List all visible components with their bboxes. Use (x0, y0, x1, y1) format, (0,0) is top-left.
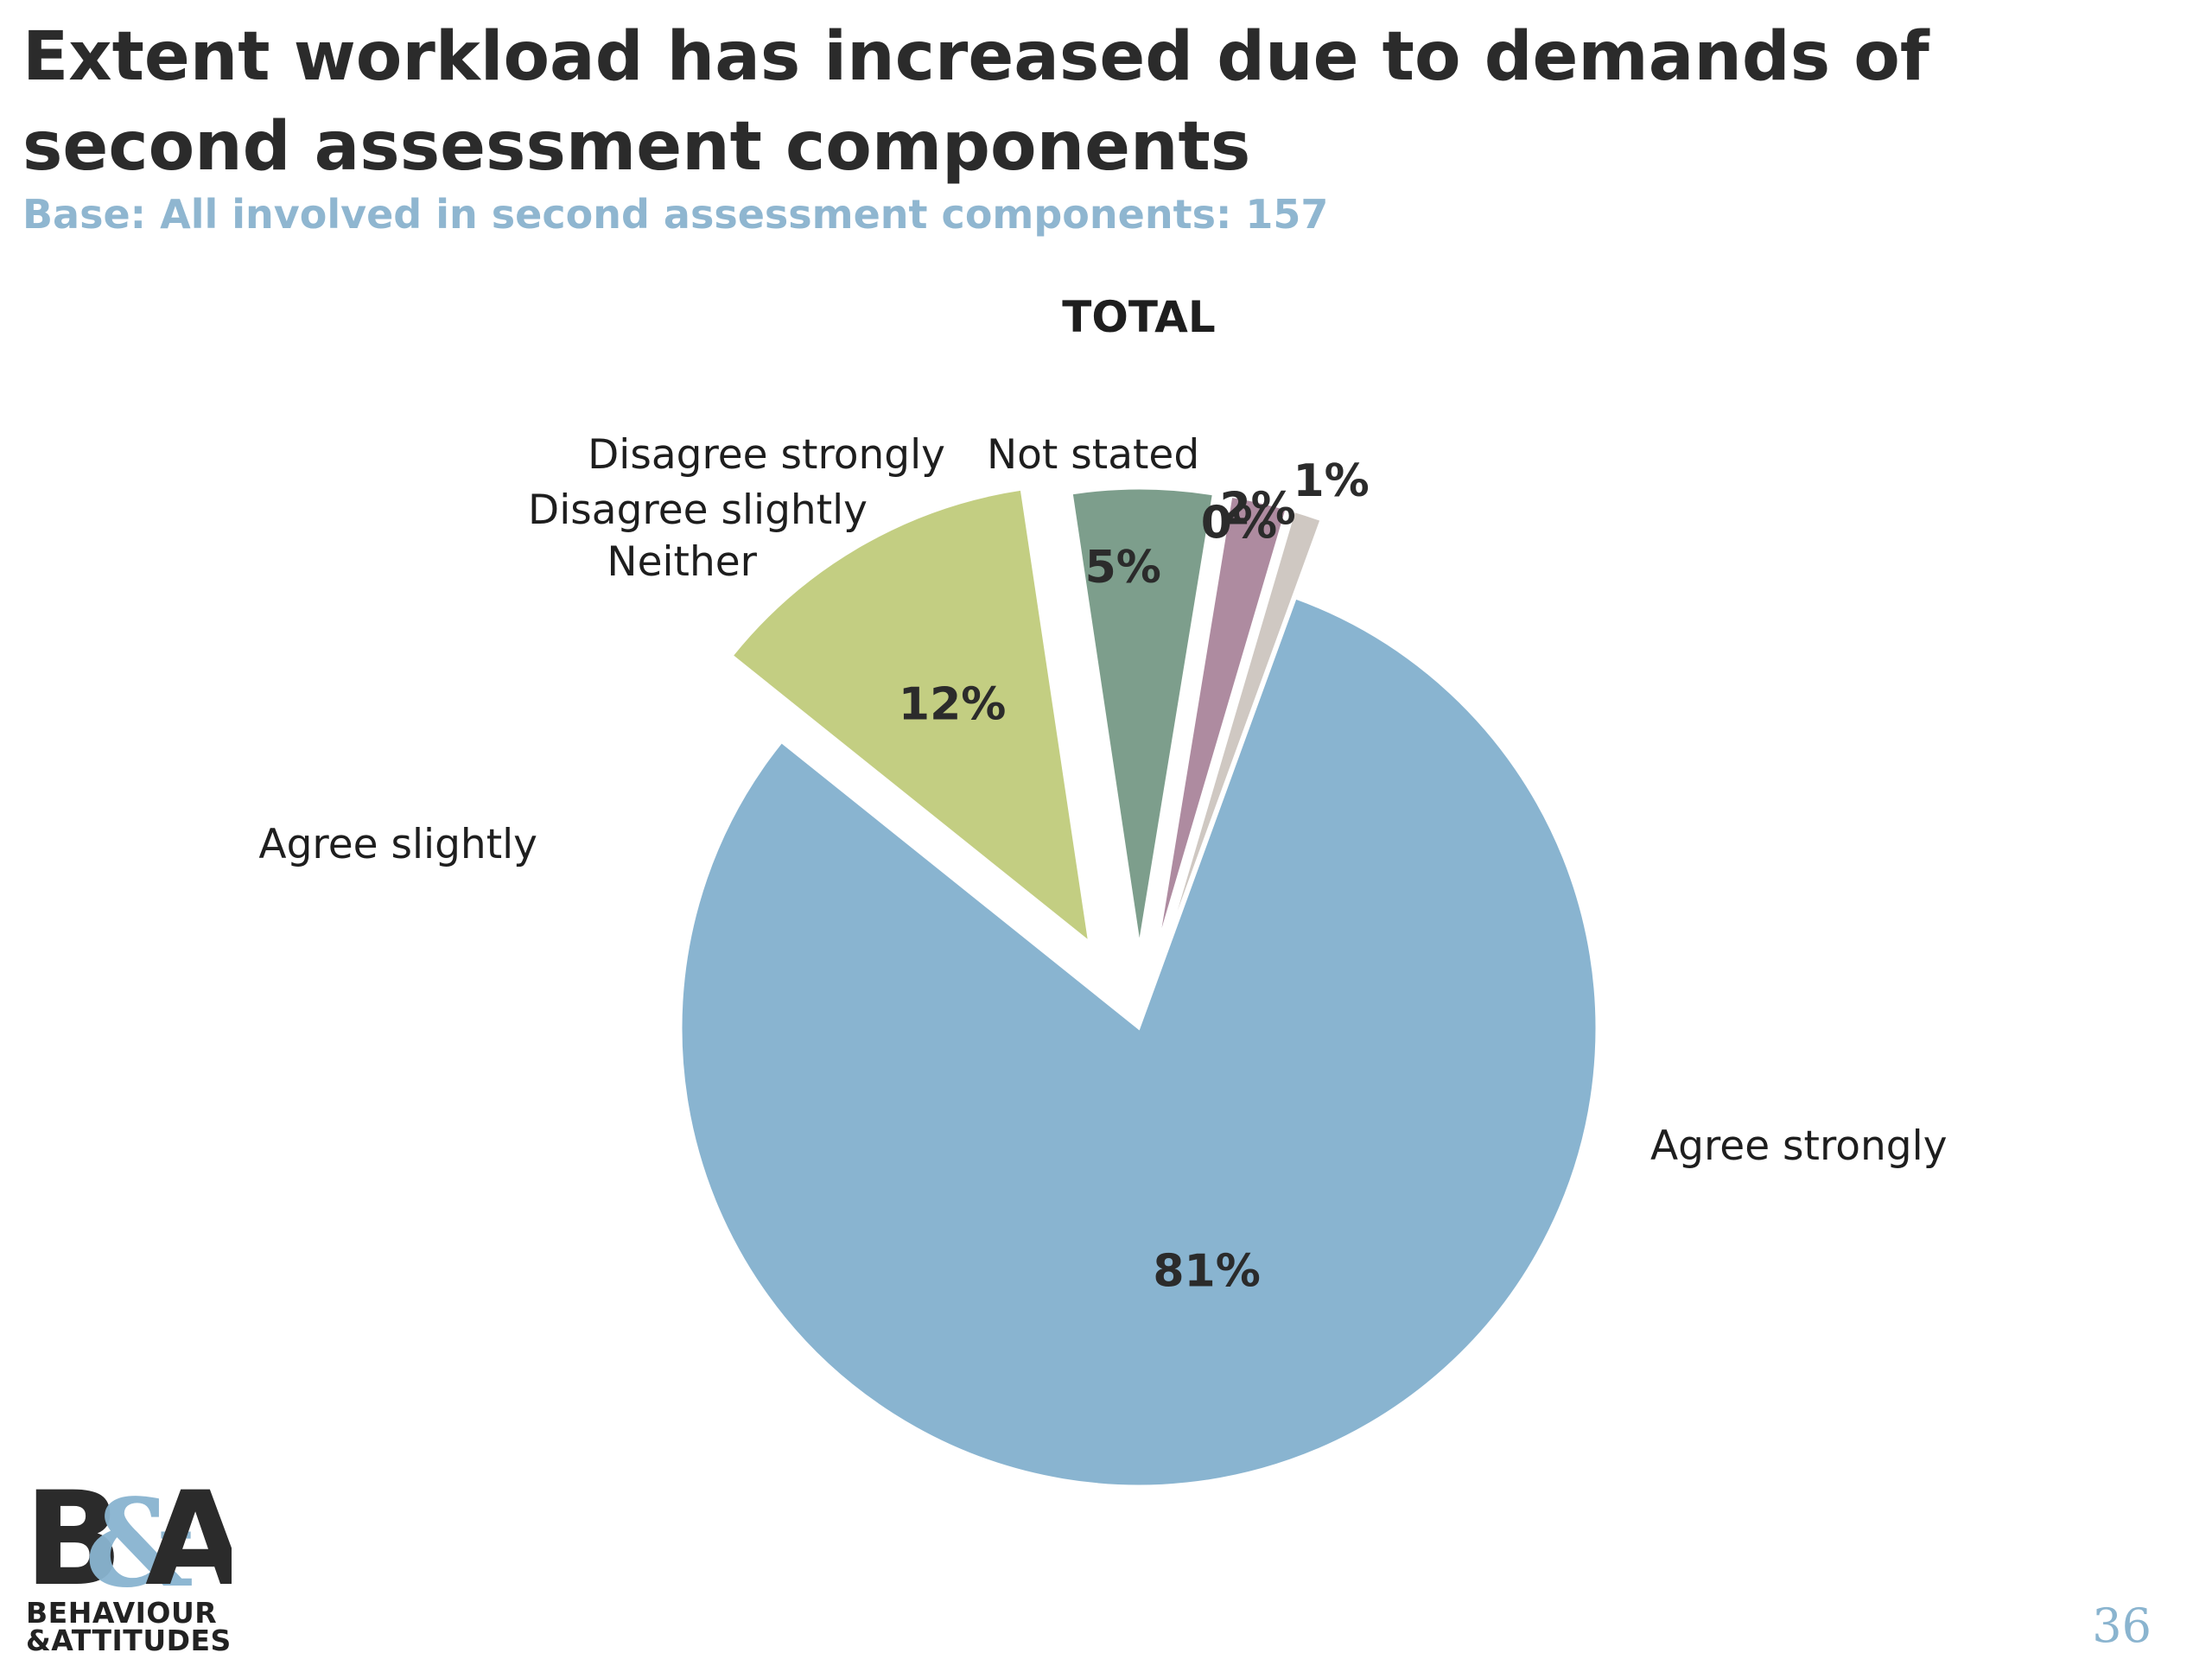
chart-heading: TOTAL (1062, 292, 1215, 342)
data-label-neither: 5% (1085, 542, 1161, 594)
slice-label-neither: Neither (607, 538, 757, 586)
slice-label-disagree-slightly: Disagree slightly (528, 486, 868, 534)
pie-slice-agree-slightly (730, 487, 1091, 945)
data-label-disagree-strongly: 2% (1219, 483, 1295, 535)
data-label-not-stated: 1% (1294, 455, 1370, 507)
slice-label-agree-slightly: Agree slightly (258, 821, 537, 868)
pie-slice-not-stated (1163, 509, 1323, 951)
slice-label-disagree-strongly: Disagree strongly (588, 431, 945, 479)
page-number: 36 (2092, 1599, 2152, 1653)
logo-line-2: &ATTITUDES (26, 1624, 232, 1657)
svg-text:&: & (85, 1482, 194, 1594)
slice-label-not-stated: Not stated (987, 431, 1199, 479)
data-label-agree-slightly: 12% (899, 679, 1006, 731)
page-title: Extent workload has increased due to dem… (22, 18, 1929, 186)
pie-slice-agree-strongly (679, 596, 1599, 1488)
company-logo: B & A BEHAVIOUR &ATTITUDES (24, 1482, 275, 1655)
pie-slice-disagree-strongly (1155, 494, 1288, 949)
data-label-agree-strongly: 81% (1153, 1246, 1260, 1298)
b-and-a-logo-icon: B & A (24, 1482, 232, 1594)
data-label-disagree-slightly: 0% (1201, 498, 1277, 550)
logo-line-1: BEHAVIOUR (26, 1596, 218, 1630)
svg-text:B: B (24, 1482, 114, 1594)
slice-label-agree-strongly: Agree strongly (1650, 1122, 1948, 1170)
svg-text:A: A (145, 1482, 232, 1594)
pie-slice-neither (1070, 486, 1216, 947)
base-subtitle: Base: All involved in second assessment … (22, 191, 1329, 238)
